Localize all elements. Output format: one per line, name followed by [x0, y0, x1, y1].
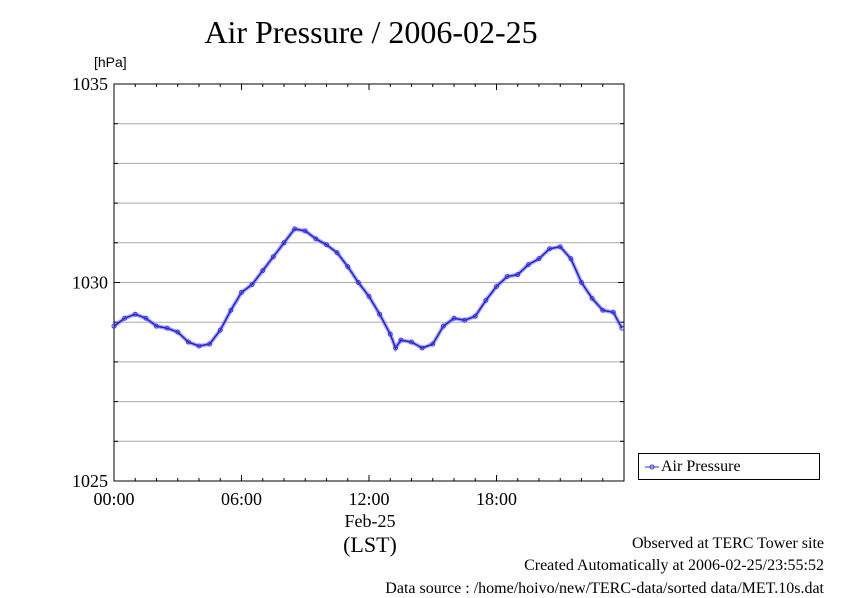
data-point: [472, 313, 478, 319]
chart-legend: Air Pressure: [638, 453, 820, 480]
data-point: [207, 341, 213, 347]
data-point: [111, 323, 117, 329]
data-point: [366, 293, 372, 299]
footer-source-text: Data source : /home/hoivo/new/TERC-data/…: [385, 580, 824, 597]
grid-lines: [114, 123, 624, 442]
series-air-pressure: [111, 226, 625, 353]
data-point: [557, 244, 563, 250]
data-point: [462, 317, 468, 323]
data-point: [122, 315, 128, 321]
series-band: [112, 226, 624, 353]
x-tick-label: 18:00: [476, 489, 517, 509]
data-point: [164, 325, 170, 331]
y-tick-label: 1025: [72, 471, 108, 491]
data-point: [249, 281, 255, 287]
data-point: [281, 240, 287, 246]
data-point: [143, 315, 149, 321]
data-point: [292, 226, 298, 232]
data-point: [228, 307, 234, 313]
data-point: [568, 256, 574, 262]
data-point: [270, 254, 276, 260]
data-point: [398, 337, 404, 343]
data-point: [132, 311, 138, 317]
axis-ticks: [113, 83, 625, 482]
data-point: [409, 339, 414, 345]
x-axis-date-label: Feb-25: [344, 511, 396, 531]
data-point: [393, 345, 399, 351]
data-point: [185, 339, 191, 345]
data-point: [547, 246, 553, 252]
data-point: [536, 256, 542, 262]
legend-label-air-pressure: Air Pressure: [661, 458, 741, 475]
y-tick-label: 1030: [72, 273, 108, 293]
data-point: [260, 268, 266, 274]
data-point: [387, 331, 393, 337]
y-tick-label: 1035: [72, 74, 108, 94]
data-point: [430, 341, 436, 347]
data-point: [610, 309, 616, 315]
data-point: [483, 297, 489, 303]
data-point: [302, 228, 308, 234]
data-point: [589, 295, 595, 301]
data-point: [313, 236, 319, 242]
data-point: [504, 274, 510, 280]
footer-created-text: Created Automatically at 2006-02-25/23:5…: [524, 557, 824, 574]
data-point: [515, 272, 521, 278]
data-point: [525, 262, 531, 268]
data-point: [451, 315, 457, 321]
legend-swatch-air-pressure: [645, 464, 659, 470]
data-point: [175, 329, 181, 335]
footer-observed-text: Observed at TERC Tower site: [631, 535, 824, 552]
data-point: [619, 325, 625, 331]
data-point: [440, 323, 446, 329]
data-point: [579, 280, 584, 285]
data-point: [494, 283, 499, 289]
x-tick-label: 00:00: [93, 489, 134, 509]
y-axis-unit-label: [hPa]: [94, 54, 127, 70]
tick-labels: 1025 1030 1035 00:00 06:00 12:00 18:00: [72, 74, 517, 509]
data-point: [334, 250, 340, 256]
data-point: [196, 343, 202, 349]
data-point: [345, 264, 351, 270]
data-point: [600, 307, 606, 313]
x-axis-timezone-label: (LST): [343, 532, 397, 557]
chart-title: Air Pressure / 2006-02-25: [204, 14, 538, 50]
data-point: [154, 323, 159, 329]
series-line: [113, 228, 623, 350]
data-point: [324, 242, 329, 248]
data-point: [239, 289, 244, 295]
x-tick-label: 06:00: [221, 489, 262, 509]
x-tick-label: 12:00: [348, 489, 389, 509]
data-point: [419, 345, 425, 351]
data-point: [355, 280, 361, 285]
data-point: [217, 327, 223, 333]
data-point: [377, 311, 383, 317]
